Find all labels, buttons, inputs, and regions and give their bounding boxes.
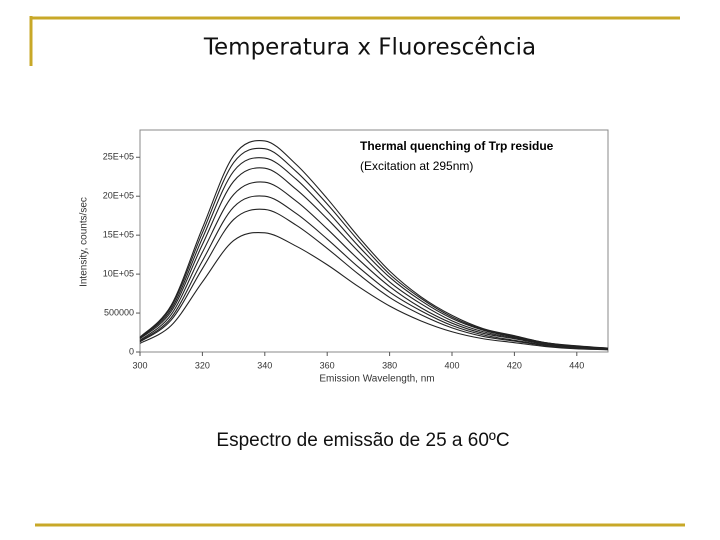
x-tick-label: 320 [195, 360, 210, 370]
x-tick-label: 400 [444, 360, 459, 370]
x-tick-label: 360 [320, 360, 335, 370]
y-tick-label: 25E+05 [103, 152, 134, 162]
y-tick-label: 0 [129, 346, 134, 356]
spectrum-line [139, 208, 609, 351]
x-tick-label: 420 [507, 360, 522, 370]
spectrum-line [139, 195, 609, 350]
caption: Espectro de emissão de 25 a 60ºC [216, 430, 509, 451]
y-tick-label: 15E+05 [103, 230, 134, 240]
x-axis-label: Emission Wavelength, nm [319, 374, 434, 385]
spectrum-line [139, 147, 609, 349]
y-tick-label: 20E+05 [103, 191, 134, 201]
x-tick-label: 340 [257, 360, 272, 370]
plot-frame [139, 129, 609, 353]
spectrum-line [139, 181, 609, 350]
x-tick-label: 440 [569, 360, 584, 370]
x-tick-label: 380 [382, 360, 397, 370]
spectrum-line [139, 157, 609, 349]
y-tick-label: 500000 [104, 307, 134, 317]
slide-title: Temperatura x Fluorescência [203, 35, 536, 61]
y-tick-label: 10E+05 [103, 268, 134, 278]
x-tick-label: 300 [132, 360, 147, 370]
chart-title: Thermal quenching of Trp residue [360, 139, 554, 153]
spectrum-line [139, 167, 609, 350]
chart-subtitle: (Excitation at 295nm) [360, 159, 473, 173]
y-axis-label: Intensity, counts/sec [79, 197, 90, 287]
spectrum-line [139, 231, 609, 351]
